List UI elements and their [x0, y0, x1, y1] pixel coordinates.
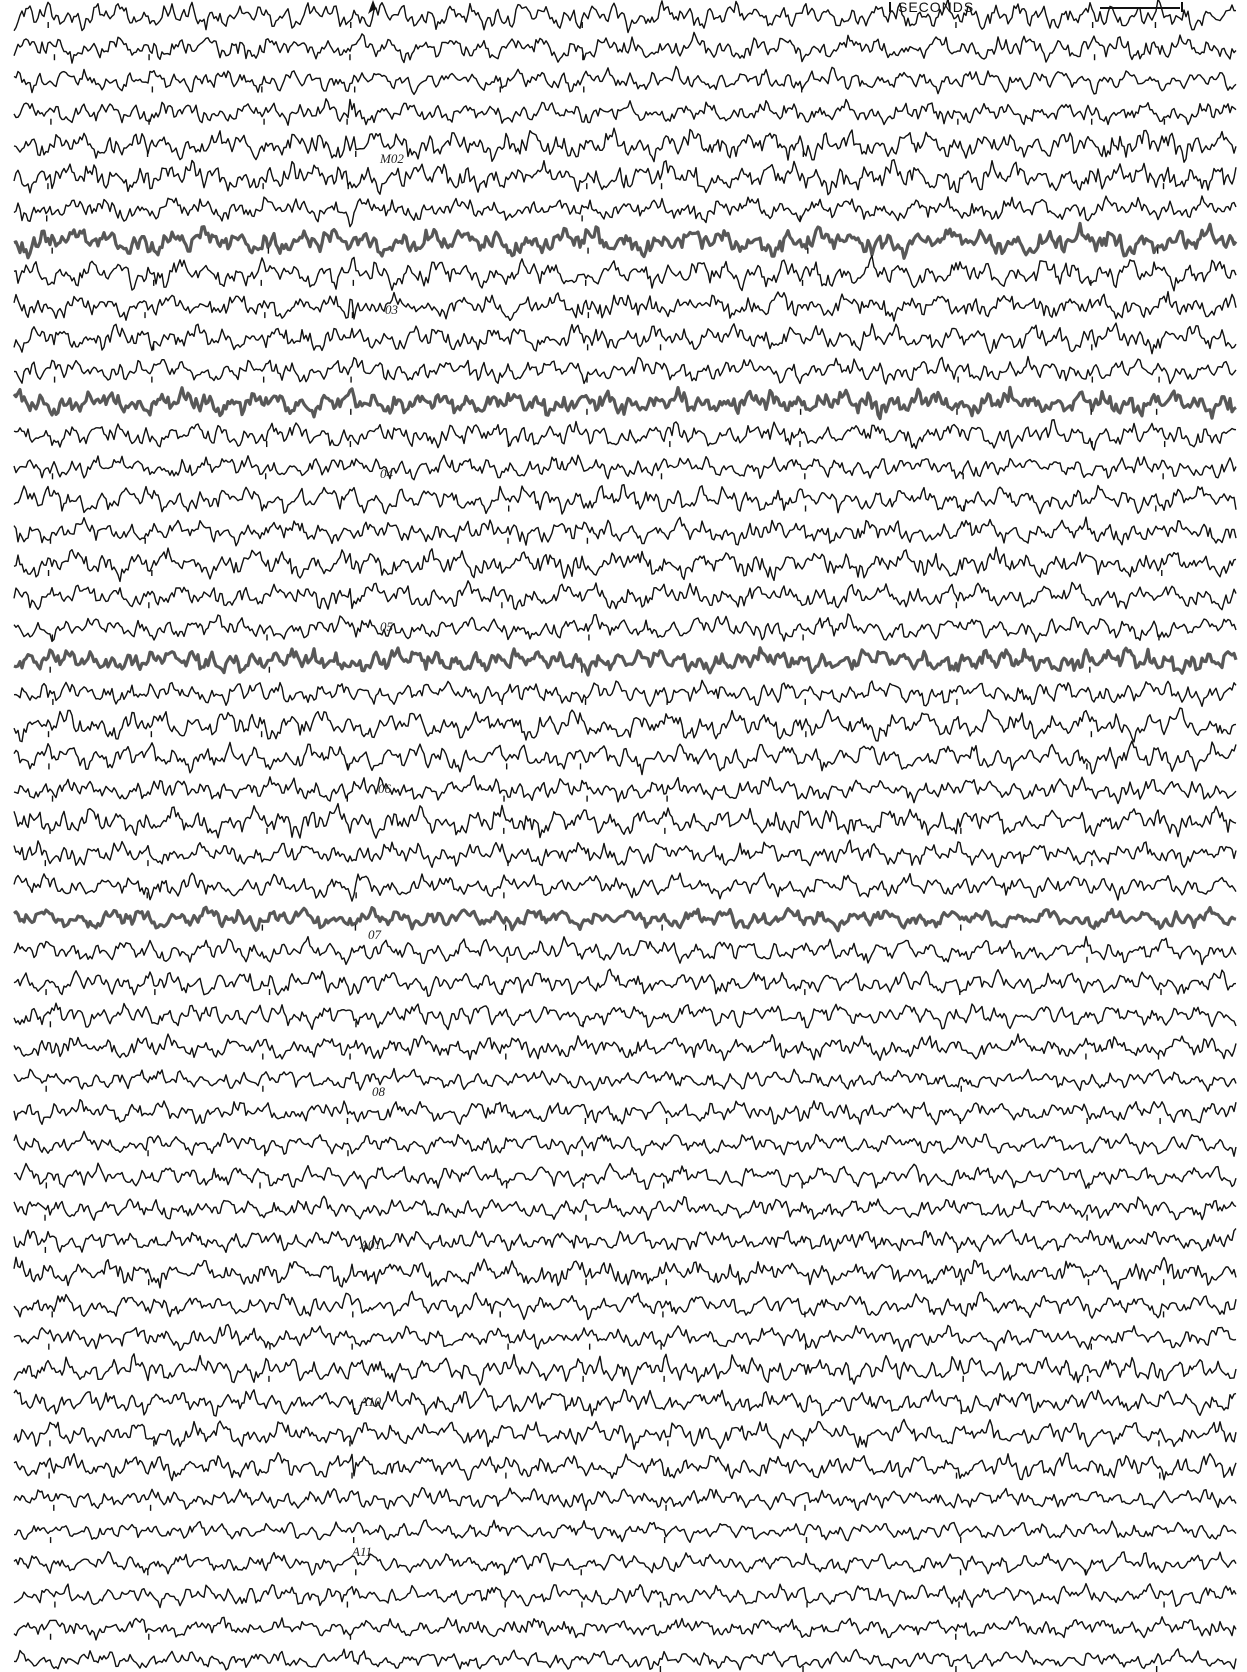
eeg-trace — [13, 872, 1237, 902]
eeg-trace — [13, 1228, 1237, 1254]
eeg-trace — [13, 355, 1237, 385]
eeg-trace — [13, 774, 1237, 805]
eeg-trace — [13, 31, 1237, 64]
eeg-trace — [13, 484, 1237, 515]
eeg-trace — [13, 158, 1237, 196]
eeg-trace — [13, 1323, 1237, 1353]
eeg-trace — [14, 1519, 1237, 1544]
eeg-trace — [13, 1387, 1237, 1417]
annotation-label: 07 — [368, 927, 381, 942]
eeg-trace — [13, 1582, 1237, 1609]
eeg-trace — [13, 1195, 1237, 1222]
eeg-trace — [13, 613, 1237, 643]
eeg-trace — [13, 221, 1238, 260]
eeg-trace — [13, 1130, 1237, 1157]
eeg-trace — [13, 968, 1237, 997]
annotation-label: 04 — [380, 466, 393, 481]
eeg-trace — [13, 65, 1237, 96]
eeg-trace — [13, 1451, 1237, 1482]
eeg-trace — [13, 322, 1237, 355]
eeg-trace — [13, 1615, 1237, 1641]
eeg-trace — [13, 0, 1237, 34]
eeg-trace — [13, 1418, 1237, 1451]
eeg-trace — [13, 580, 1237, 611]
eeg-trace — [13, 1067, 1237, 1092]
eeg-trace — [13, 1256, 1237, 1290]
eeg-trace — [13, 905, 1237, 933]
eeg-trace — [13, 195, 1237, 228]
annotation-label: 08 — [372, 1084, 385, 1099]
event-arrow-icon — [368, 0, 376, 14]
eeg-trace — [13, 1550, 1237, 1576]
eeg-trace — [13, 740, 1237, 776]
annotation-label: A10 — [360, 1394, 381, 1409]
eeg-trace — [13, 1648, 1237, 1671]
eeg-trace — [13, 646, 1238, 677]
annotation-label: A01 — [360, 1237, 381, 1252]
eeg-trace — [13, 546, 1237, 583]
annotation-label: 06 — [378, 781, 391, 796]
annotation-label: M02 — [380, 151, 404, 166]
annotation-label: 03 — [385, 302, 398, 317]
eeg-trace — [13, 254, 1237, 292]
eeg-trace — [13, 1162, 1237, 1190]
time-scale-label: SECONDS — [898, 0, 975, 14]
eeg-trace — [13, 1098, 1237, 1126]
eeg-trace — [13, 98, 1237, 126]
eeg-trace — [13, 1353, 1237, 1386]
eeg-trace — [13, 802, 1237, 839]
eeg-trace — [13, 1486, 1237, 1512]
eeg-trace — [13, 707, 1237, 743]
eeg-trace — [12, 385, 1237, 421]
eeg-trace — [13, 127, 1237, 163]
eeg-trace — [13, 1002, 1237, 1031]
eeg-trace — [13, 935, 1237, 966]
annotation-label: 05 — [380, 619, 393, 634]
eeg-trace — [13, 839, 1237, 868]
eeg-trace — [13, 1033, 1237, 1062]
eeg-trace — [13, 516, 1237, 547]
eeg-trace — [13, 679, 1237, 707]
eeg-trace — [13, 454, 1237, 481]
eeg-trace — [13, 1290, 1237, 1321]
annotation-label: A11 — [352, 1544, 372, 1559]
eeg-trace — [13, 419, 1237, 451]
eeg-trace — [13, 290, 1237, 322]
